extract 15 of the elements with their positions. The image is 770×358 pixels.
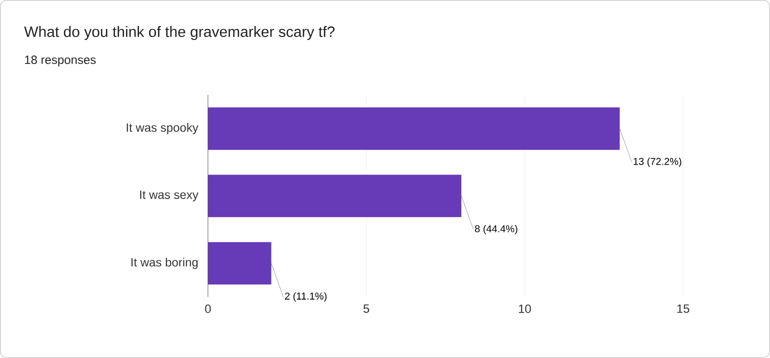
bar — [208, 174, 462, 218]
y-tick-label: It was spooky — [126, 123, 198, 134]
chart-title: What do you think of the gravemarker scary tf? — [24, 26, 335, 40]
x-tick-label: 10 — [518, 304, 531, 314]
y-tick-label: It was boring — [131, 258, 198, 269]
y-tick-label: It was sexy — [140, 190, 198, 202]
data-label: 13 (72.2%) — [634, 158, 682, 167]
data-label: 2 (11.1%) — [285, 292, 327, 302]
x-tick-label: 15 — [677, 304, 690, 313]
bar — [208, 107, 620, 150]
x-tick-label: 5 — [363, 304, 370, 313]
data-label: 8 (44.4%) — [475, 225, 518, 234]
text: 18 responses — [25, 56, 96, 66]
x-tick-label: 0 — [205, 304, 211, 314]
bar — [208, 242, 272, 285]
